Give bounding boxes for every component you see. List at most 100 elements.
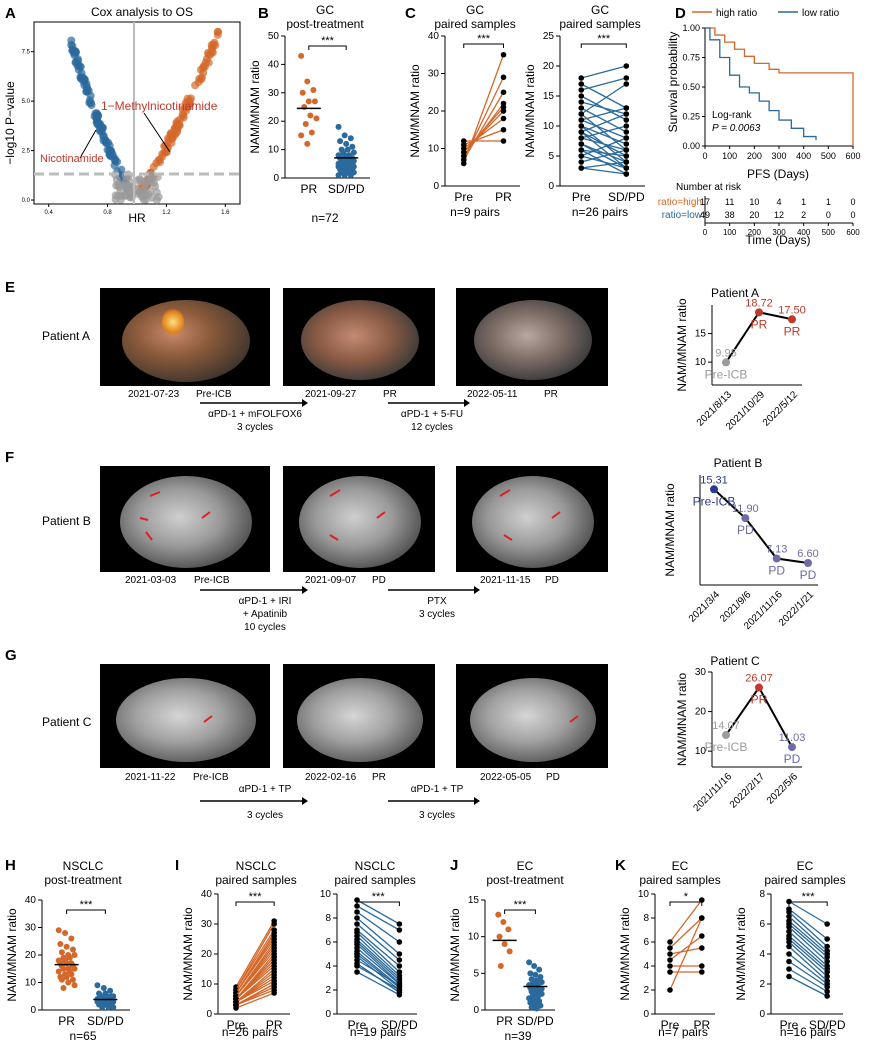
pair-line xyxy=(356,917,400,955)
risk-low-count: 20 xyxy=(749,210,759,220)
data-label: 6.60 xyxy=(797,548,818,560)
data-point xyxy=(305,98,312,105)
pair-line xyxy=(235,950,275,997)
x-tick-label: SD/PD xyxy=(87,1014,124,1028)
pair-line xyxy=(463,129,504,146)
data-point xyxy=(298,132,305,139)
a-title: Cox analysis to OS xyxy=(91,5,193,19)
e-arrow2-l2: 12 cycles xyxy=(411,422,453,433)
data-point xyxy=(80,76,89,85)
data-point xyxy=(344,146,351,153)
y-tick-label: 0 xyxy=(548,181,554,192)
pair-line xyxy=(580,131,627,169)
data-point xyxy=(667,945,673,951)
data-point xyxy=(102,138,111,147)
f-arrow1-l1: αPD-1 + IRI xyxy=(239,596,292,607)
data-point xyxy=(160,148,169,157)
d-legend-high: high ratio xyxy=(716,8,758,19)
data-point xyxy=(304,78,311,85)
pair-line xyxy=(581,149,627,163)
e-arrowhead-2 xyxy=(464,399,470,407)
panel-letter-g: G xyxy=(5,647,17,664)
f-arrowhead-2 xyxy=(474,586,480,594)
pair-line xyxy=(356,941,400,981)
pair-line xyxy=(356,959,400,986)
data-point xyxy=(271,990,277,996)
data-point xyxy=(528,1004,535,1011)
g-status-2: PR xyxy=(372,772,386,783)
y-tick-label: 10 xyxy=(25,978,37,989)
significance-label: *** xyxy=(372,891,386,903)
pair-line xyxy=(235,989,275,1006)
data-point xyxy=(824,988,830,995)
e-scan-2 xyxy=(283,288,435,386)
y-tick-label: 0.0 xyxy=(22,198,31,204)
c2-title1: GC xyxy=(591,3,609,17)
status-label: PR xyxy=(784,324,801,338)
pair-line xyxy=(235,980,275,1003)
data-point xyxy=(824,958,830,965)
status-label: Pre-ICB xyxy=(705,740,748,754)
pair-line xyxy=(356,905,400,931)
panel-letter-i: I xyxy=(175,857,179,874)
pair-line xyxy=(788,946,828,982)
data-point xyxy=(667,969,673,975)
data-point xyxy=(347,135,354,142)
data-point xyxy=(699,963,705,969)
e-status-1: Pre-ICB xyxy=(196,389,232,400)
pair-line xyxy=(356,899,400,925)
data-point xyxy=(623,141,630,147)
d-risk-high-label: ratio=high xyxy=(658,197,702,208)
data-point xyxy=(699,915,705,921)
risk-x-tick-label: 400 xyxy=(797,228,811,237)
data-point xyxy=(96,123,105,132)
pair-line xyxy=(235,929,275,991)
d-pval: P = 0.0063 xyxy=(712,123,761,134)
f-arrow1-l2: + Apatinib xyxy=(243,609,288,620)
data-point xyxy=(755,308,763,317)
data-point xyxy=(531,963,538,969)
data-point xyxy=(163,138,172,147)
x-tick-label: 0.8 xyxy=(103,210,112,216)
f-arrowhead-1 xyxy=(302,586,308,594)
panel-letter-j: J xyxy=(450,857,458,874)
data-point xyxy=(804,559,812,567)
pair-line xyxy=(581,137,627,151)
data-point xyxy=(62,930,69,936)
pair-line xyxy=(235,920,275,988)
y-tick-label: 4 xyxy=(759,949,765,960)
y-axis-label: NAM/MNAM ratio xyxy=(734,907,748,1001)
data-point xyxy=(341,172,348,179)
risk-x-tick-label: 600 xyxy=(846,228,860,237)
data-point xyxy=(105,1004,112,1011)
data-point xyxy=(55,968,62,975)
data-point xyxy=(623,165,630,171)
data-point xyxy=(578,117,585,123)
f-status-2: PD xyxy=(372,575,386,586)
data-point xyxy=(578,75,585,81)
y-tick-label: 8 xyxy=(325,913,331,924)
y-tick-label: 10 xyxy=(543,121,555,132)
risk-low-count: 12 xyxy=(774,210,784,220)
pair-line xyxy=(235,938,275,994)
data-point xyxy=(182,101,191,110)
x-tick-label: Pre xyxy=(661,1018,680,1032)
y-axis-label: NAM/MNAM ratio xyxy=(675,298,689,392)
y-tick-label: 0.25 xyxy=(682,112,700,122)
data-point xyxy=(66,954,73,961)
data-point xyxy=(396,982,403,988)
data-point xyxy=(58,949,65,956)
significance-bracket xyxy=(308,45,347,50)
pair-line xyxy=(235,965,275,1000)
data-point xyxy=(786,939,792,945)
data-point xyxy=(578,93,585,99)
significance-label: *** xyxy=(477,33,491,45)
risk-high-count: 1 xyxy=(801,197,806,207)
pair-line xyxy=(356,953,400,989)
risk-x-tick-label: 500 xyxy=(822,228,836,237)
pair-line xyxy=(356,939,400,979)
data-point xyxy=(667,963,673,969)
x-tick-label: SD/PD xyxy=(381,1018,418,1032)
data-point xyxy=(786,958,792,965)
y-tick-label: 2 xyxy=(759,979,765,990)
